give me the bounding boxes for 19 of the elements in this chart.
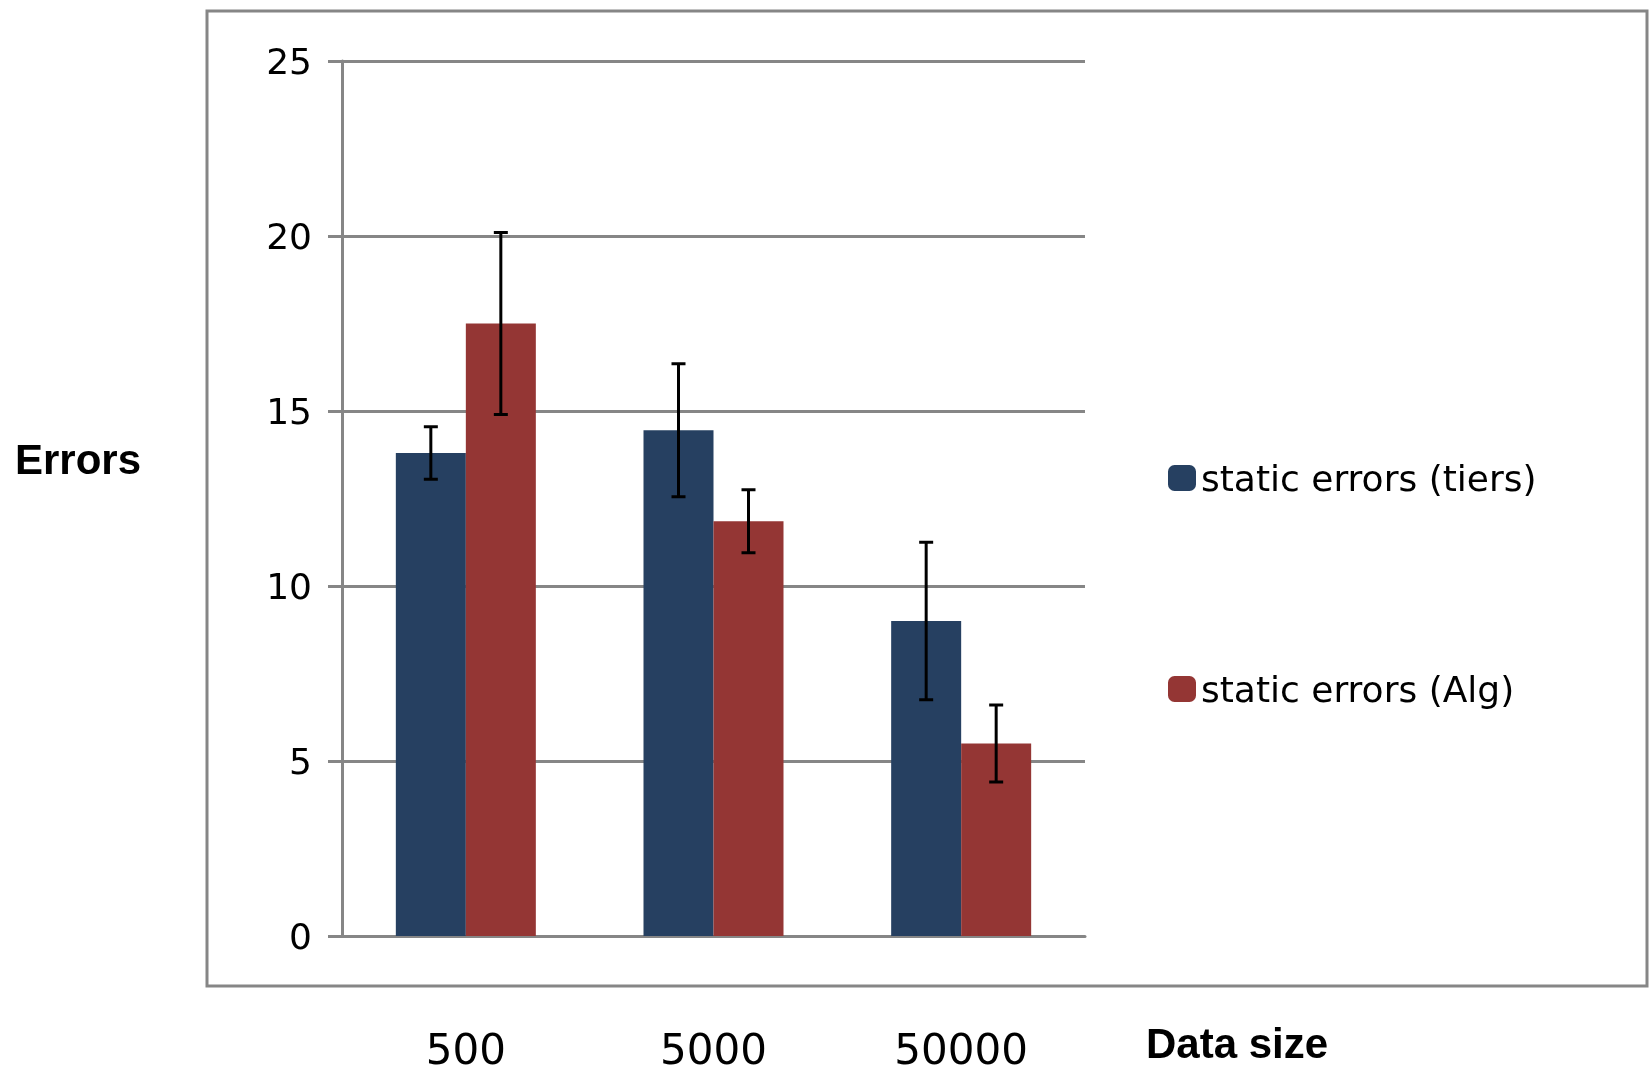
legend-label: static errors (tiers) bbox=[1201, 457, 1537, 499]
x-axis-title: Data size bbox=[1146, 1019, 1329, 1067]
x-tick-label: 500 bbox=[425, 1024, 506, 1070]
y-tick-label: 20 bbox=[266, 215, 312, 257]
bar bbox=[961, 743, 1032, 936]
bar bbox=[465, 323, 536, 936]
bar bbox=[713, 521, 784, 936]
y-tick-label: 0 bbox=[289, 915, 312, 957]
y-tick-label: 5 bbox=[289, 740, 312, 782]
bar bbox=[395, 453, 466, 936]
y-tick-label: 15 bbox=[266, 390, 312, 432]
bar bbox=[643, 430, 714, 936]
bar bbox=[891, 621, 962, 936]
y-tick-label: 10 bbox=[266, 565, 312, 607]
y-axis-title: Errors bbox=[15, 435, 142, 483]
y-tick-label: 25 bbox=[266, 40, 312, 82]
x-tick-label: 5000 bbox=[660, 1024, 767, 1070]
x-tick-label: 50000 bbox=[894, 1024, 1028, 1070]
legend-label: static errors (Alg) bbox=[1201, 668, 1515, 710]
